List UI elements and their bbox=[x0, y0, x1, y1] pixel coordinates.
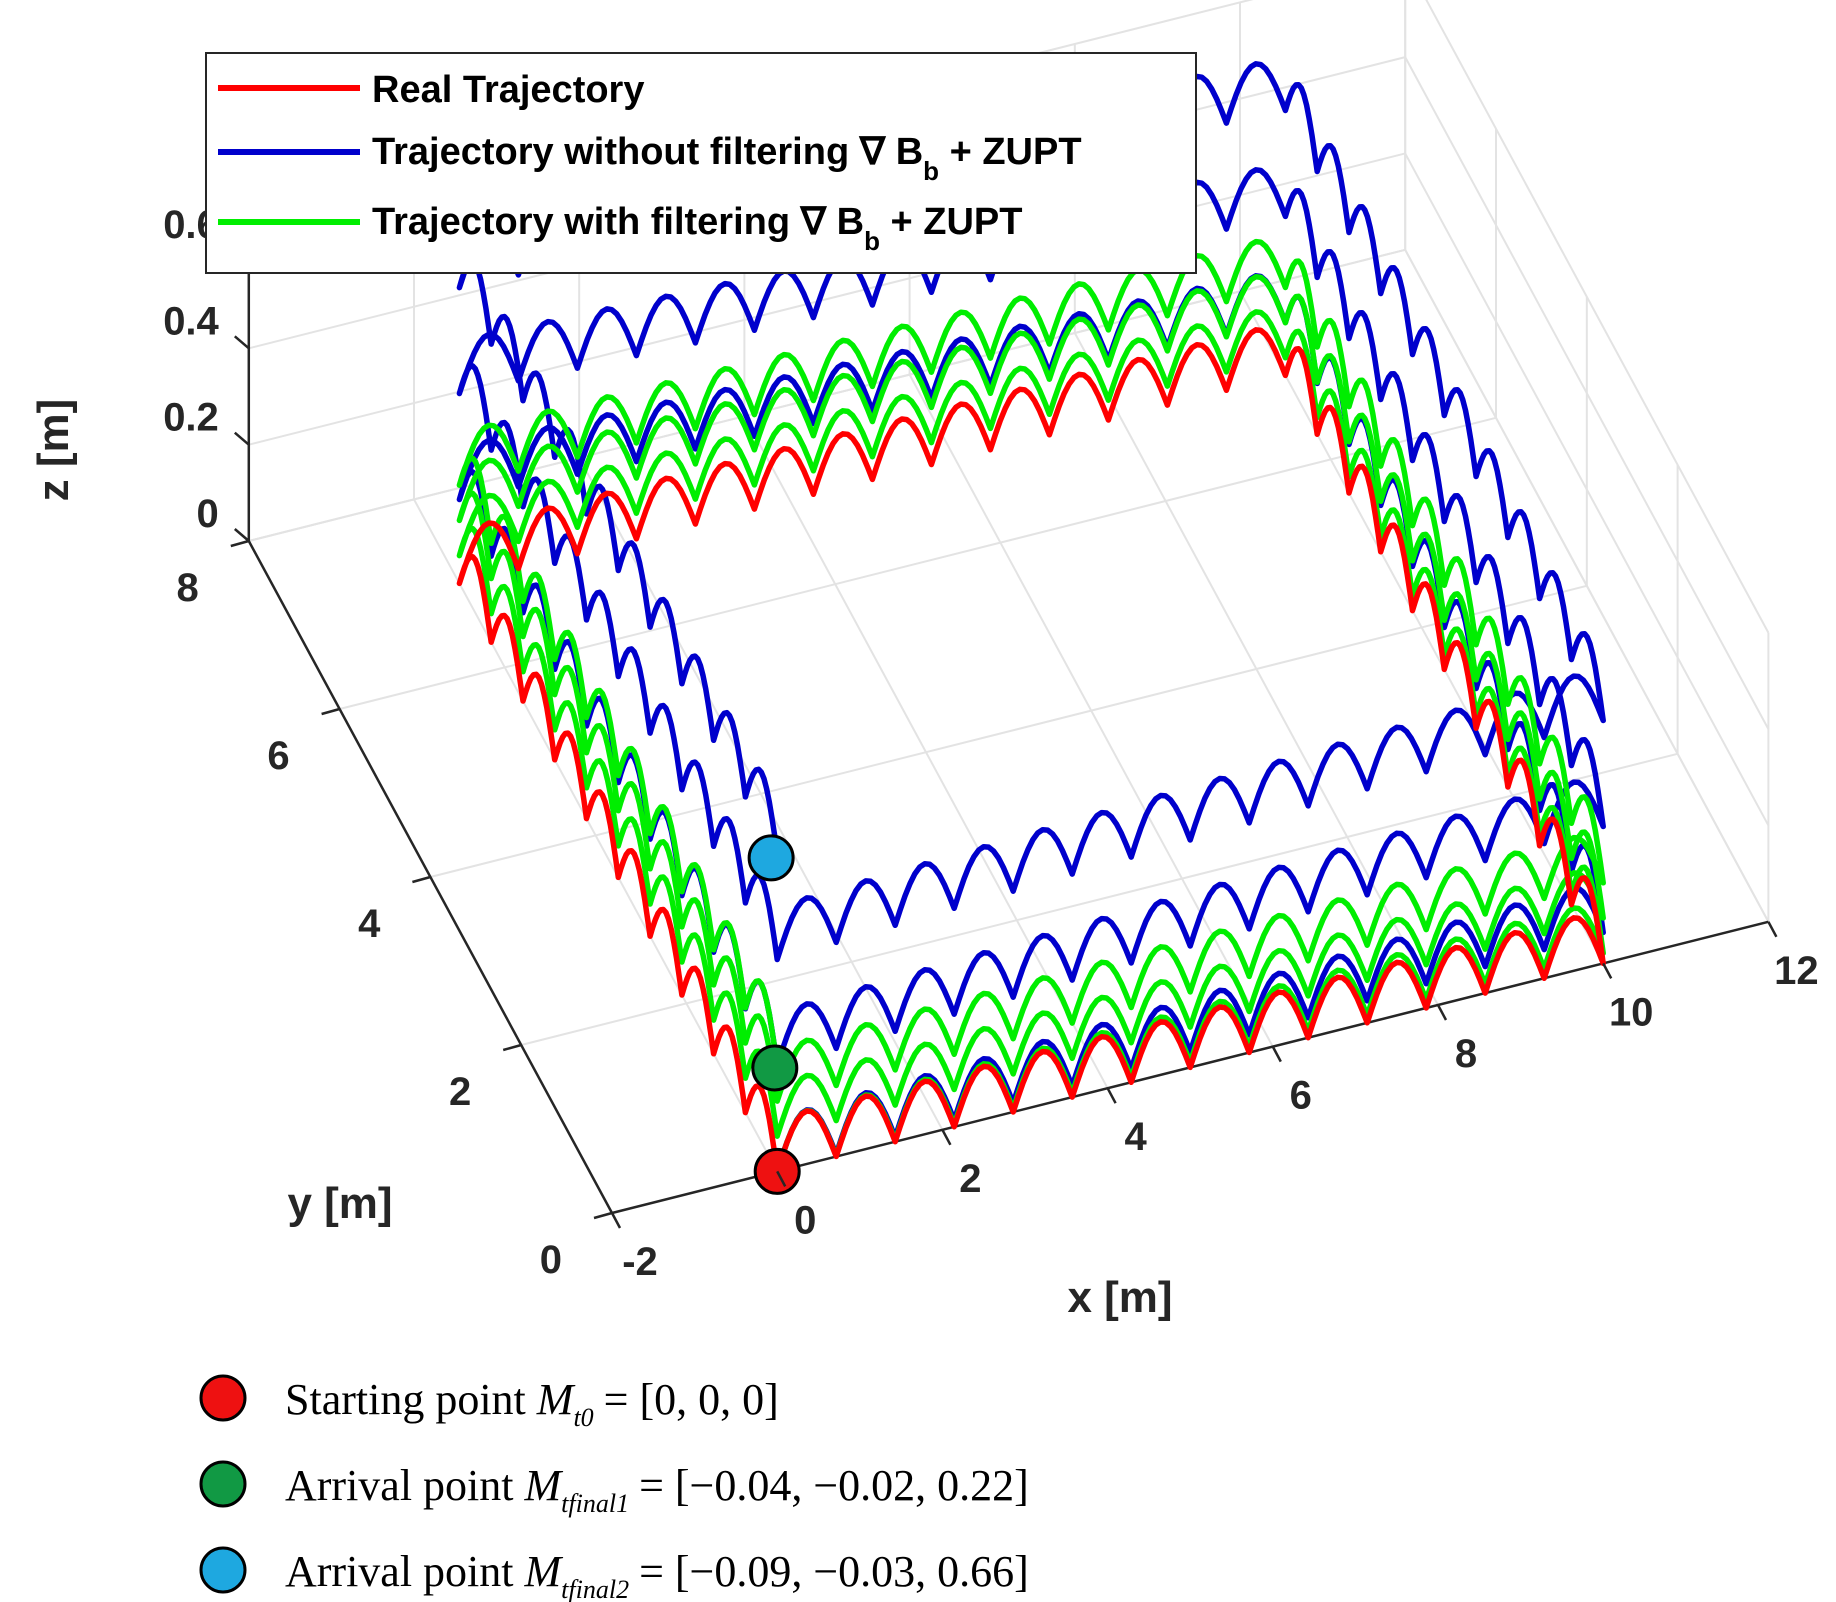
x-tick-label: 6 bbox=[1290, 1074, 1312, 1118]
x-tick-label: 10 bbox=[1609, 990, 1654, 1034]
key-dot-start bbox=[199, 1374, 247, 1422]
z-axis-label: z [m] bbox=[29, 399, 78, 502]
z-tick-label: 0 bbox=[197, 492, 219, 536]
key-label-arrival2: Arrival point Mtfinal2 = [−0.09, −0.03, 0… bbox=[285, 1547, 1029, 1602]
x-tick-label: 2 bbox=[959, 1157, 981, 1201]
y-tick-label: 2 bbox=[449, 1070, 471, 1114]
legend-entry-without: Trajectory without filtering ∇ Bb + ZUPT bbox=[372, 131, 1082, 186]
x-tick-label: -2 bbox=[622, 1240, 658, 1284]
key-label-arrival1: Arrival point Mtfinal1 = [−0.04, −0.02, 0… bbox=[285, 1461, 1029, 1518]
y-tick-mark bbox=[502, 1043, 522, 1052]
grid-line-right-z bbox=[1404, 56, 1770, 730]
x-tick-mark bbox=[1436, 1004, 1448, 1021]
grid-line-right-z bbox=[1425, 0, 1770, 634]
key-label-start: Starting point Mt0 = [0, 0, 0] bbox=[285, 1375, 779, 1432]
x-tick-mark bbox=[610, 1212, 622, 1229]
grid-line-right-z bbox=[1404, 152, 1770, 826]
x-tick-label: 4 bbox=[1124, 1115, 1147, 1159]
marker-key: Starting point Mt0 = [0, 0, 0] Arrival po… bbox=[199, 1374, 1029, 1602]
trajectory-marker bbox=[751, 1044, 799, 1092]
legend-entry-with: Trajectory with filtering ∇ Bb + ZUPT bbox=[372, 201, 1022, 256]
y-tick-mark bbox=[412, 875, 431, 884]
y-tick-mark bbox=[230, 539, 250, 548]
grid-line-floor-y bbox=[339, 416, 1497, 710]
y-tick-label: 4 bbox=[358, 902, 381, 946]
legend-entry-real: Real Trajectory bbox=[372, 69, 644, 111]
x-tick-mark bbox=[1271, 1046, 1282, 1063]
series-layer bbox=[456, 61, 1606, 1175]
x-tick-mark bbox=[941, 1129, 952, 1146]
y-tick-label: 6 bbox=[267, 734, 289, 778]
z-tick-mark bbox=[233, 335, 250, 350]
z-tick-label: 0.2 bbox=[163, 396, 219, 440]
y-tick-label: 8 bbox=[177, 566, 199, 610]
series-line bbox=[456, 327, 1606, 1175]
z-tick-mark bbox=[233, 528, 250, 542]
x-tick-mark bbox=[1602, 962, 1613, 979]
y-tick-mark bbox=[593, 1211, 613, 1220]
grid-line-floor-y bbox=[520, 752, 1678, 1046]
trajectory-marker bbox=[747, 834, 795, 882]
z-tick-label: 0.4 bbox=[163, 299, 219, 343]
y-tick-mark bbox=[321, 707, 340, 716]
x-tick-label: 8 bbox=[1455, 1032, 1477, 1076]
key-dot-arrival2 bbox=[199, 1546, 247, 1594]
series-line bbox=[456, 238, 1606, 1173]
y-tick-label: 0 bbox=[540, 1238, 562, 1282]
x-tick-label: 0 bbox=[794, 1198, 816, 1242]
key-dot-arrival1 bbox=[199, 1460, 247, 1508]
grid-line-right-z bbox=[1404, 249, 1770, 923]
x-tick-label: 12 bbox=[1774, 949, 1819, 993]
x-axis-label: x [m] bbox=[1067, 1273, 1172, 1322]
legend: Real Trajectory Trajectory without filte… bbox=[205, 52, 1197, 274]
x-tick-mark bbox=[1767, 921, 1778, 938]
x-tick-mark bbox=[1106, 1087, 1117, 1104]
z-tick-mark bbox=[233, 431, 250, 446]
y-axis-label: y [m] bbox=[287, 1179, 392, 1228]
x-tick-mark bbox=[776, 1170, 787, 1187]
